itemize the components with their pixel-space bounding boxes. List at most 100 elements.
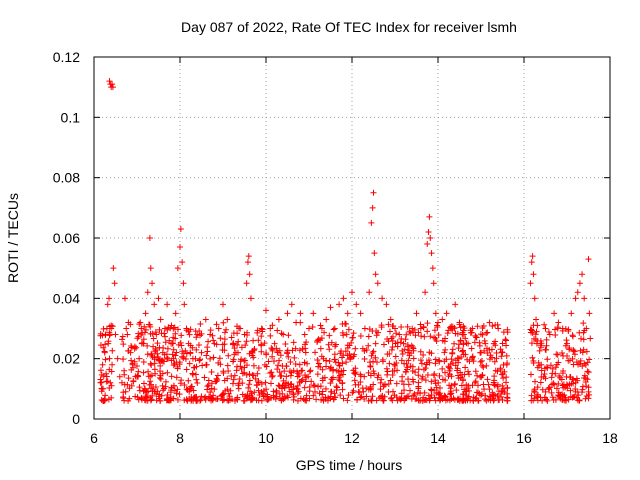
data-point (460, 377, 467, 384)
data-point (246, 377, 253, 384)
data-point (189, 355, 196, 362)
data-point (543, 364, 550, 371)
data-point (481, 337, 488, 344)
data-point (181, 382, 188, 389)
data-point (224, 386, 231, 393)
data-point (152, 348, 159, 355)
data-point (299, 345, 306, 352)
data-point (268, 369, 275, 376)
data-point (439, 396, 446, 403)
data-point (534, 384, 541, 391)
y-tick-label: 0.08 (53, 170, 80, 186)
data-point (467, 397, 474, 404)
data-point (144, 289, 151, 296)
data-point (255, 387, 262, 394)
data-point (570, 347, 577, 354)
data-point (549, 394, 556, 401)
data-point (504, 390, 511, 397)
data-point (259, 390, 266, 397)
data-point (207, 389, 214, 396)
data-point (495, 325, 502, 332)
data-point (451, 381, 458, 388)
data-point (251, 389, 258, 396)
data-point (120, 389, 127, 396)
data-point (389, 371, 396, 378)
data-point (239, 391, 246, 398)
data-point (431, 327, 438, 334)
data-point (454, 367, 461, 374)
data-point (153, 331, 160, 338)
data-point (307, 367, 314, 374)
data-point (327, 304, 334, 311)
data-point (474, 323, 481, 330)
data-point (579, 386, 586, 393)
data-point (195, 341, 202, 348)
data-point (109, 361, 116, 368)
data-point (231, 397, 238, 404)
data-point (161, 325, 168, 332)
data-point (282, 340, 289, 347)
axis-ticks (93, 56, 611, 420)
data-point (258, 381, 265, 388)
data-point (193, 334, 200, 341)
data-point (287, 358, 294, 365)
data-point (284, 347, 291, 354)
data-point (368, 219, 375, 226)
data-point (250, 354, 257, 361)
data-point (553, 385, 560, 392)
data-point (503, 361, 510, 368)
data-point (573, 359, 580, 366)
data-point (294, 397, 301, 404)
data-point (267, 380, 274, 387)
data-point (296, 361, 303, 368)
data-point (469, 382, 476, 389)
data-point (542, 346, 549, 353)
data-point (399, 347, 406, 354)
data-point (299, 367, 306, 374)
data-point (303, 392, 310, 399)
data-point (198, 349, 205, 356)
data-point (339, 320, 346, 327)
data-point (424, 328, 431, 335)
data-point (576, 397, 583, 404)
data-point (566, 381, 573, 388)
data-point (256, 391, 263, 398)
data-point (174, 396, 181, 403)
data-point (170, 362, 177, 369)
data-point (424, 372, 431, 379)
data-point (304, 360, 311, 367)
data-point (255, 364, 262, 371)
data-point (315, 360, 322, 367)
data-point (224, 316, 231, 323)
data-point (349, 334, 356, 341)
data-point (415, 383, 422, 390)
data-point (230, 340, 237, 347)
data-point (245, 253, 252, 260)
data-point (530, 271, 537, 278)
data-point (100, 344, 107, 351)
data-point (336, 374, 343, 381)
data-point (393, 394, 400, 401)
data-point (374, 280, 381, 287)
data-point (339, 329, 346, 336)
data-point (538, 367, 545, 374)
data-point (291, 354, 298, 361)
data-point (151, 354, 158, 361)
x-tick-labels: 6 8 10 12 14 16 18 (90, 430, 618, 446)
data-point (578, 335, 585, 342)
y-tick-label: 0.02 (53, 351, 80, 367)
data-point (427, 333, 434, 340)
data-point (288, 386, 295, 393)
data-point (465, 382, 472, 389)
data-point (176, 361, 183, 368)
data-point (417, 357, 424, 364)
data-point (569, 376, 576, 383)
data-point (141, 385, 148, 392)
data-point (158, 330, 165, 337)
data-point (242, 342, 249, 349)
data-point (361, 356, 368, 363)
data-point (293, 385, 300, 392)
data-point (465, 393, 472, 400)
data-point (353, 396, 360, 403)
data-point (550, 380, 557, 387)
